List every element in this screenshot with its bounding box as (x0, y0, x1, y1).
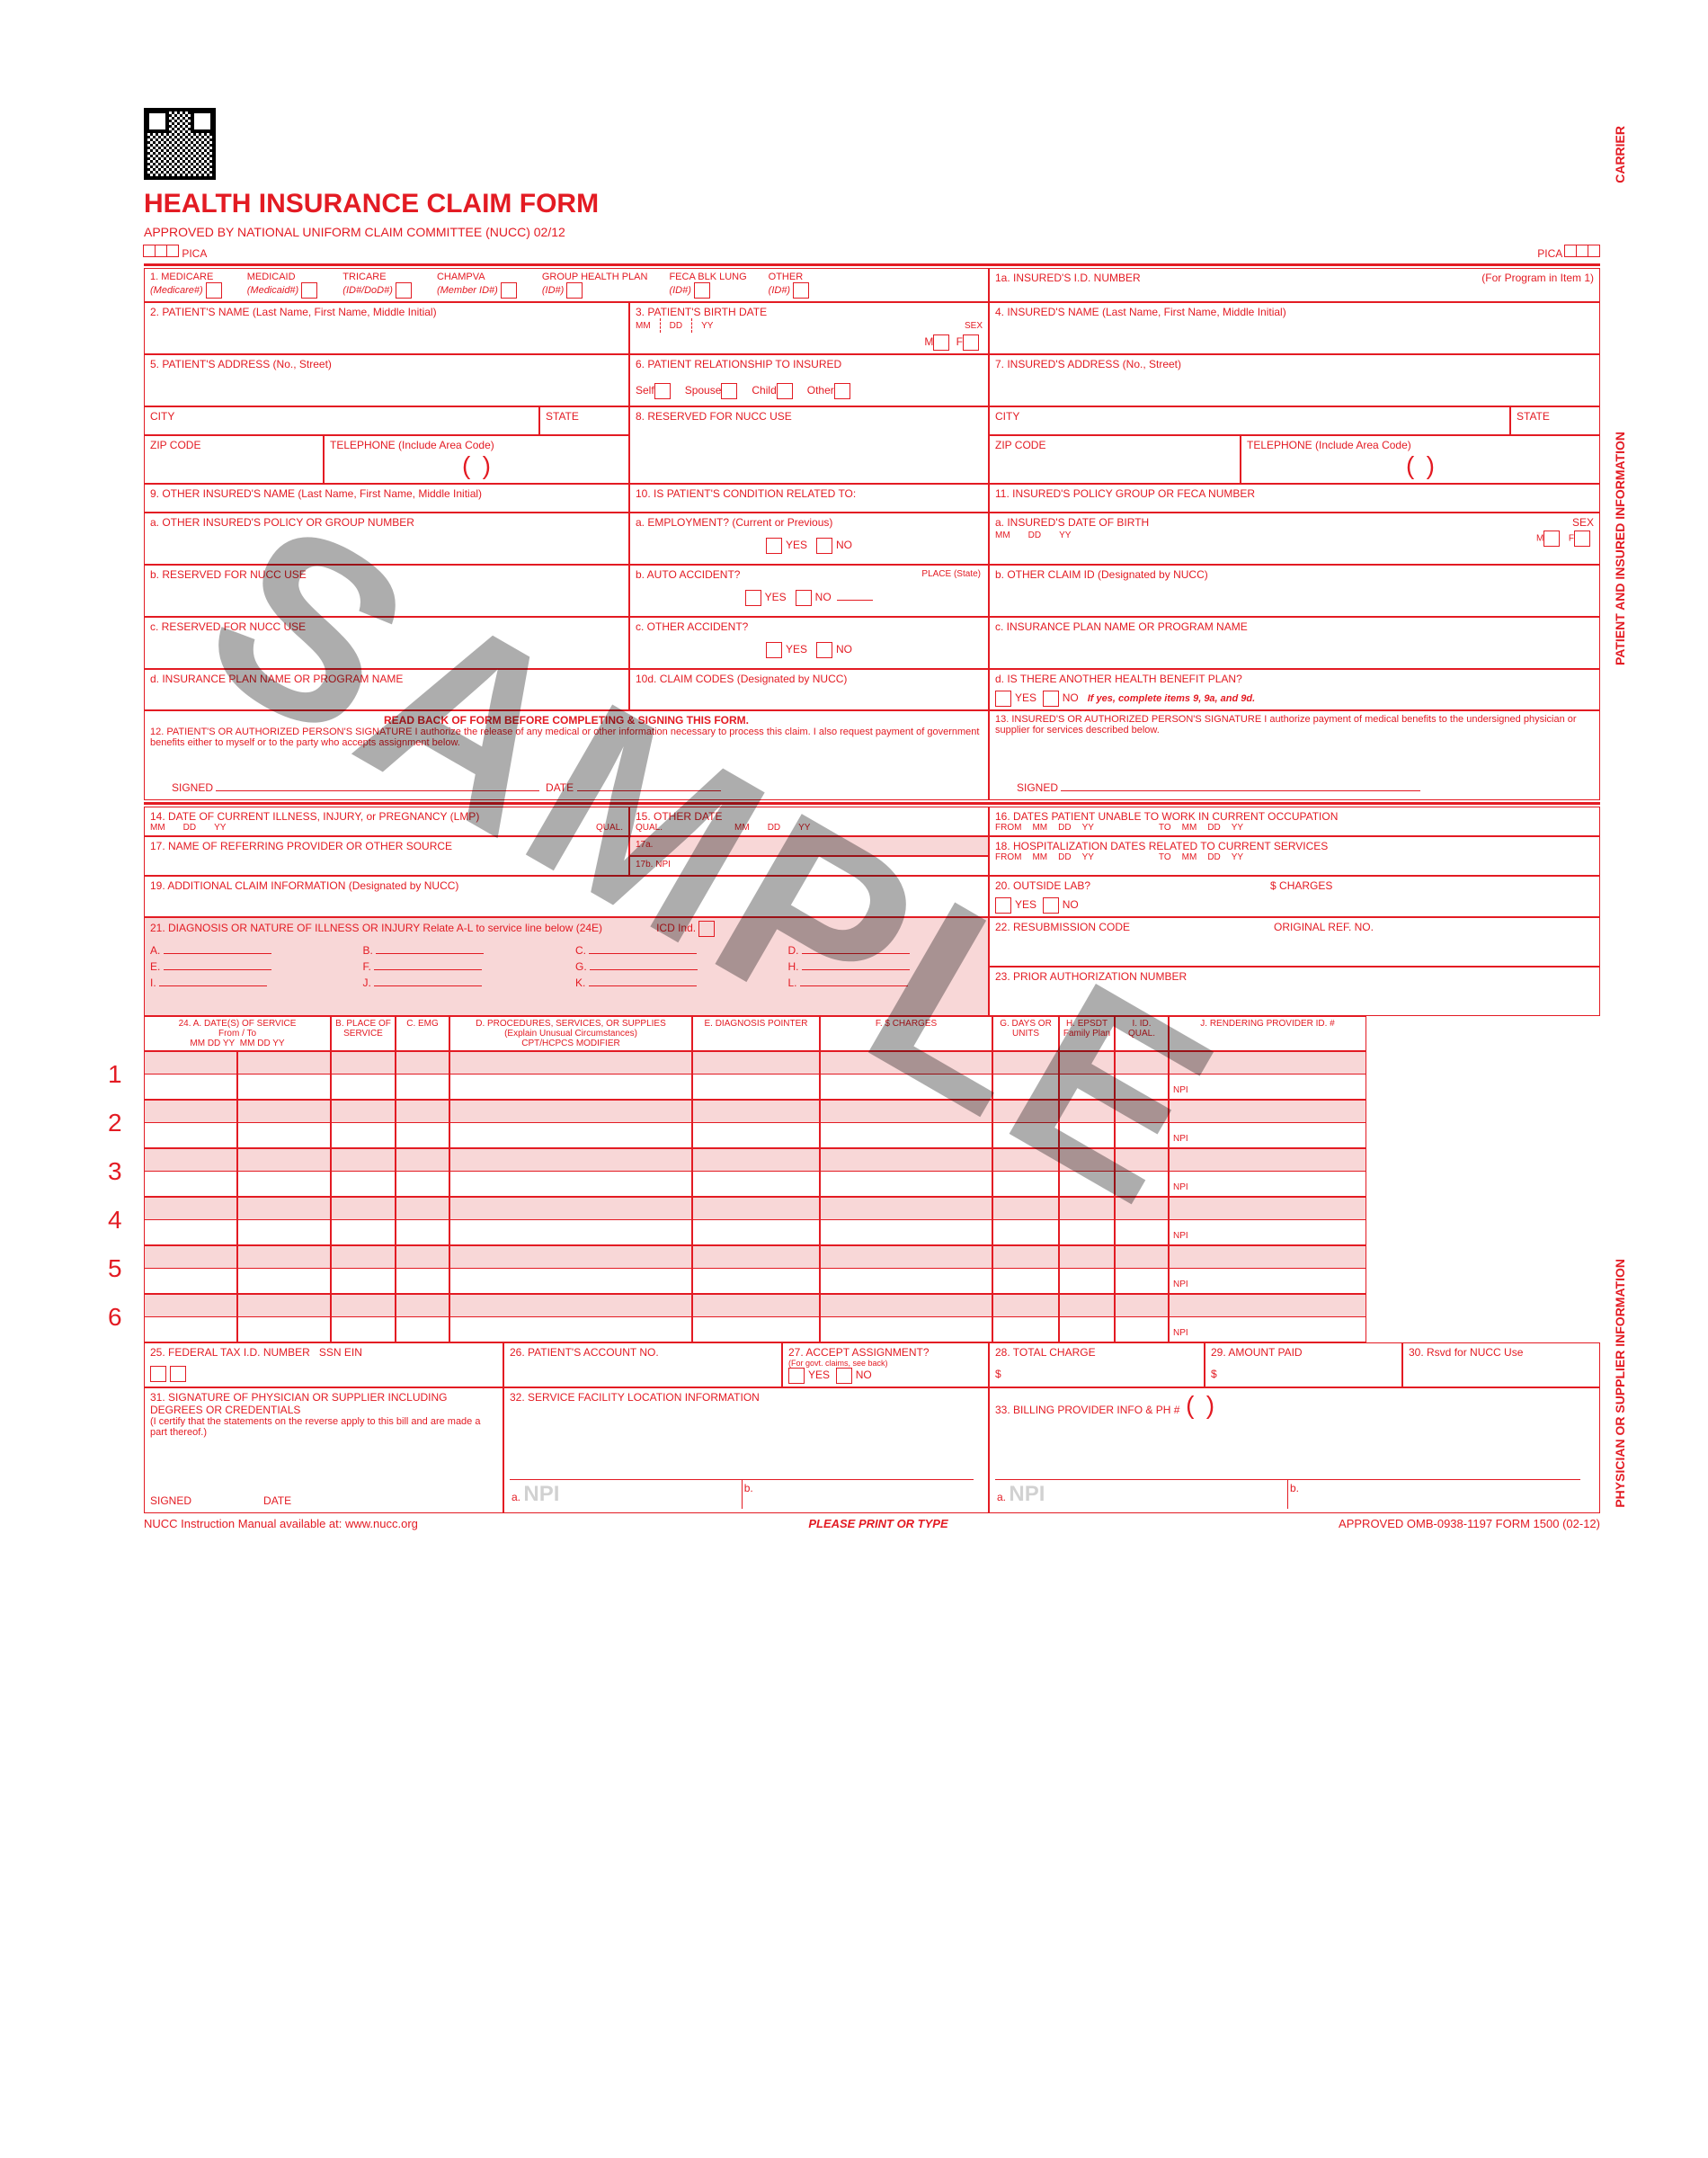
service-row-5: 5NPI (144, 1245, 1600, 1294)
service-row-2: 2NPI (144, 1100, 1600, 1148)
sex-f-checkbox[interactable] (963, 334, 979, 351)
field-28: 28. TOTAL CHARGE$ (989, 1342, 1205, 1387)
field-27: 27. ACCEPT ASSIGNMENT?(For govt. claims,… (782, 1342, 989, 1387)
field-1-insurance-type: 1. MEDICARE(Medicare#) MEDICAID(Medicaid… (144, 268, 989, 302)
ins-sex-f[interactable] (1574, 531, 1590, 547)
service-row-1: 1NPI (144, 1051, 1600, 1100)
patient-info-label: PATIENT AND INSURED INFORMATION (1613, 432, 1627, 665)
field-11a: a. INSURED'S DATE OF BIRTHSEX MMDDYY M F (989, 513, 1600, 565)
field-1a: 1a. INSURED'S I.D. NUMBER (For Program i… (989, 268, 1600, 302)
another-no[interactable] (1043, 691, 1059, 707)
other-yes[interactable] (766, 642, 782, 658)
field-24-header: 24. A. DATE(S) OF SERVICEFrom / ToMM DD … (144, 1016, 1600, 1051)
field-17: 17. NAME OF REFERRING PROVIDER OR OTHER … (144, 836, 629, 876)
field-10d: 10d. CLAIM CODES (Designated by NUCC) (629, 669, 989, 710)
field-10a: a. EMPLOYMENT? (Current or Previous) YES… (629, 513, 989, 565)
field-14: 14. DATE OF CURRENT ILLNESS, INJURY, or … (144, 807, 629, 836)
field-26: 26. PATIENT'S ACCOUNT NO. (503, 1342, 782, 1387)
other-no[interactable] (816, 642, 832, 658)
footer-right: APPROVED OMB-0938-1197 FORM 1500 (02-12) (1339, 1517, 1600, 1530)
ein-chk[interactable] (170, 1366, 186, 1382)
field-3: 3. PATIENT'S BIRTH DATE MM DD YY SEX M F (629, 302, 989, 354)
field-19: 19. ADDITIONAL CLAIM INFORMATION (Design… (144, 876, 989, 917)
sex-m-checkbox[interactable] (933, 334, 949, 351)
claim-form: CARRIER PATIENT AND INSURED INFORMATION … (144, 108, 1600, 1530)
field-11b: b. OTHER CLAIM ID (Designated by NUCC) (989, 565, 1600, 617)
field-33: 33. BILLING PROVIDER INFO & PH # ( ) a. … (989, 1387, 1600, 1513)
field-5-city: CITY (144, 406, 539, 435)
field-31: 31. SIGNATURE OF PHYSICIAN OR SUPPLIER I… (144, 1387, 503, 1513)
field-10: 10. IS PATIENT'S CONDITION RELATED TO: (629, 484, 989, 513)
field-5-state: STATE (539, 406, 629, 435)
footer-mid: PLEASE PRINT OR TYPE (808, 1517, 947, 1530)
field-11: 11. INSURED'S POLICY GROUP OR FECA NUMBE… (989, 484, 1600, 513)
field-4: 4. INSURED'S NAME (Last Name, First Name… (989, 302, 1600, 354)
emp-yes[interactable] (766, 538, 782, 554)
field-22: 22. RESUBMISSION CODEORIGINAL REF. NO. (989, 917, 1600, 967)
field-5-zip: ZIP CODE (144, 435, 324, 484)
accept-yes[interactable] (788, 1368, 805, 1384)
field-6: 6. PATIENT RELATIONSHIP TO INSURED SelfS… (629, 354, 989, 406)
lab-no[interactable] (1043, 897, 1059, 914)
field-13: 13. INSURED'S OR AUTHORIZED PERSON'S SIG… (989, 710, 1600, 800)
field-7-zip: ZIP CODE (989, 435, 1241, 484)
field-16: 16. DATES PATIENT UNABLE TO WORK IN CURR… (989, 807, 1600, 836)
ssn-chk[interactable] (150, 1366, 166, 1382)
service-row-4: 4NPI (144, 1197, 1600, 1245)
field-20: 20. OUTSIDE LAB?$ CHARGES YES NO (989, 876, 1600, 917)
service-row-6: 6NPI (144, 1294, 1600, 1342)
form-title: HEALTH INSURANCE CLAIM FORM (144, 189, 1600, 219)
field-30: 30. Rsvd for NUCC Use (1402, 1342, 1600, 1387)
pica-left: PICA (182, 247, 207, 260)
field-9: 9. OTHER INSURED'S NAME (Last Name, Firs… (144, 484, 629, 513)
field-17ab: 17a. 17b. NPI (629, 836, 989, 876)
carrier-label: CARRIER (1613, 126, 1627, 183)
pica-right: PICA (1537, 247, 1561, 260)
field-10c: c. OTHER ACCIDENT? YES NO (629, 617, 989, 669)
lab-yes[interactable] (995, 897, 1011, 914)
accept-no[interactable] (836, 1368, 852, 1384)
field-7-state: STATE (1510, 406, 1600, 435)
auto-no[interactable] (796, 590, 812, 606)
field-9d: d. INSURANCE PLAN NAME OR PROGRAM NAME (144, 669, 629, 710)
field-18: 18. HOSPITALIZATION DATES RELATED TO CUR… (989, 836, 1600, 876)
field-8: 8. RESERVED FOR NUCC USE (629, 406, 989, 484)
field-9c: c. RESERVED FOR NUCC USE (144, 617, 629, 669)
field-11c: c. INSURANCE PLAN NAME OR PROGRAM NAME (989, 617, 1600, 669)
field-23: 23. PRIOR AUTHORIZATION NUMBER (989, 967, 1600, 1016)
field-10b: b. AUTO ACCIDENT?PLACE (State) YES NO (629, 565, 989, 617)
service-row-3: 3NPI (144, 1148, 1600, 1197)
qr-code (144, 108, 216, 180)
physician-info-label: PHYSICIAN OR SUPPLIER INFORMATION (1613, 1259, 1627, 1508)
another-yes[interactable] (995, 691, 1011, 707)
field-25: 25. FEDERAL TAX I.D. NUMBER SSN EIN (144, 1342, 503, 1387)
footer-left: NUCC Instruction Manual available at: ww… (144, 1517, 418, 1530)
field-5-tel: TELEPHONE (Include Area Code)( ) (324, 435, 629, 484)
field-21: 21. DIAGNOSIS OR NATURE OF ILLNESS OR IN… (144, 917, 989, 1016)
ins-sex-m[interactable] (1543, 531, 1560, 547)
emp-no[interactable] (816, 538, 832, 554)
field-9b: b. RESERVED FOR NUCC USE (144, 565, 629, 617)
field-2: 2. PATIENT'S NAME (Last Name, First Name… (144, 302, 629, 354)
auto-yes[interactable] (745, 590, 761, 606)
field-9a: a. OTHER INSURED'S POLICY OR GROUP NUMBE… (144, 513, 629, 565)
form-subtitle: APPROVED BY NATIONAL UNIFORM CLAIM COMMI… (144, 225, 1600, 239)
field-7: 7. INSURED'S ADDRESS (No., Street) (989, 354, 1600, 406)
field-5: 5. PATIENT'S ADDRESS (No., Street) (144, 354, 629, 406)
field-7-tel: TELEPHONE (Include Area Code)( ) (1241, 435, 1600, 484)
field-11d: d. IS THERE ANOTHER HEALTH BENEFIT PLAN?… (989, 669, 1600, 710)
field-15: 15. OTHER DATE QUAL.MMDDYY (629, 807, 989, 836)
field-29: 29. AMOUNT PAID$ (1205, 1342, 1402, 1387)
field-12: READ BACK OF FORM BEFORE COMPLETING & SI… (144, 710, 989, 800)
field-7-city: CITY (989, 406, 1510, 435)
field-32: 32. SERVICE FACILITY LOCATION INFORMATIO… (503, 1387, 989, 1513)
